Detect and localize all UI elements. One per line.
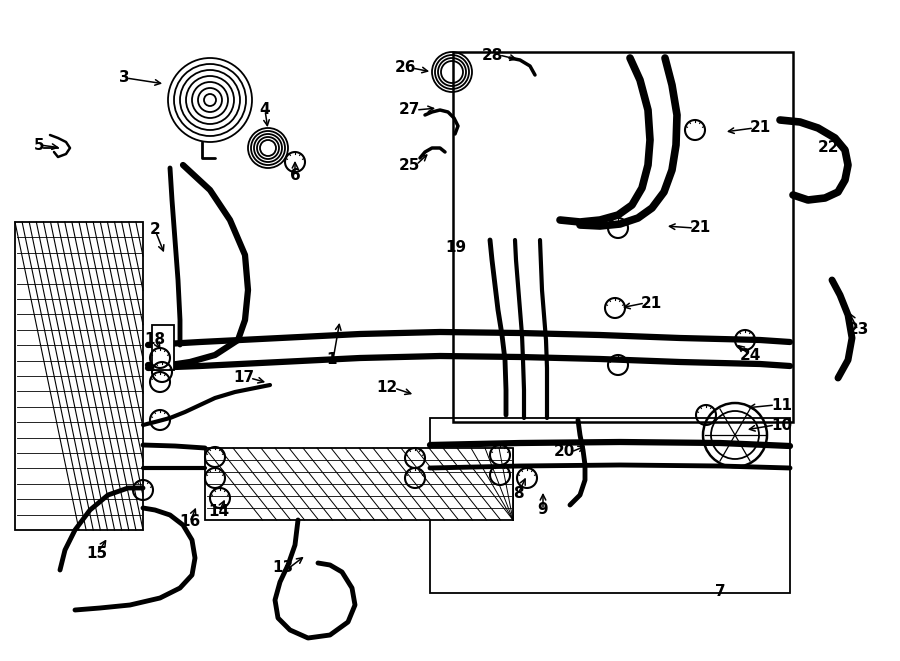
Text: 12: 12 [377,381,398,395]
Text: 9: 9 [537,502,548,518]
Bar [430,418,790,593]
Text: 4: 4 [260,102,270,118]
Bar [453,52,793,422]
Bar [15,222,143,530]
Text: 11: 11 [771,397,792,412]
Text: 27: 27 [399,102,420,118]
Text: 5: 5 [33,137,44,153]
Text: 28: 28 [482,48,503,63]
Text: 2: 2 [149,223,160,237]
Text: 17: 17 [233,371,254,385]
Text: 13: 13 [272,561,293,576]
Text: 7: 7 [715,584,725,600]
Text: 15: 15 [86,547,108,561]
Text: 8: 8 [513,486,523,502]
Text: 19: 19 [446,241,466,256]
Text: 6: 6 [290,167,301,182]
Text: 20: 20 [554,444,575,459]
Text: 18: 18 [144,332,166,348]
Text: 24: 24 [739,348,760,362]
Bar [152,325,174,370]
Bar [205,448,513,520]
Text: 23: 23 [847,323,868,338]
Text: 21: 21 [690,221,711,235]
Text: 16: 16 [179,514,201,529]
Text: 14: 14 [209,504,230,520]
Text: 26: 26 [394,61,416,75]
Text: 3: 3 [120,71,130,85]
Text: 1: 1 [327,352,337,368]
Text: 21: 21 [641,295,662,311]
Text: 10: 10 [771,418,792,432]
Text: 22: 22 [818,141,840,155]
Text: 25: 25 [399,157,420,173]
Text: 21: 21 [750,120,771,136]
